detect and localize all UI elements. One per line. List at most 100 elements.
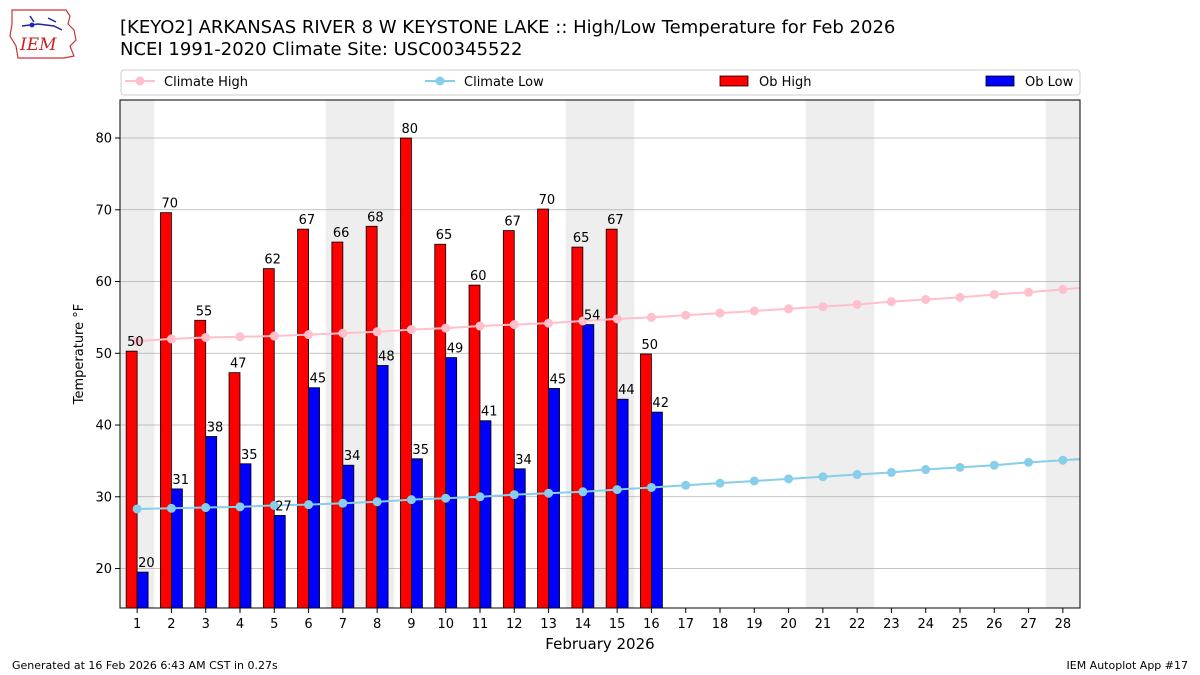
x-tick-label: 8: [373, 617, 381, 632]
climate-low-point: [612, 485, 622, 495]
x-tick-label: 2: [167, 617, 175, 632]
y-tick-label: 80: [95, 132, 112, 147]
climate-low-point: [372, 497, 382, 507]
climate-low-point: [509, 490, 519, 500]
ob-low-bar-label: 45: [310, 372, 327, 387]
climate-high-point: [818, 302, 828, 312]
footer-generated: Generated at 16 Feb 2026 6:43 AM CST in …: [12, 659, 278, 672]
y-tick-label: 70: [95, 203, 112, 218]
ob-low-bar: [582, 324, 595, 609]
climate-high-point: [475, 321, 485, 331]
iem-logo: IEM: [9, 9, 77, 59]
weekend-band: [1045, 100, 1080, 608]
x-tick-label: 12: [506, 617, 523, 632]
ob-low-bar-label: 27: [275, 499, 292, 514]
climate-low-point: [578, 487, 588, 497]
ob-low-bar: [651, 411, 663, 609]
weekend-band: [805, 100, 840, 608]
climate-low-point: [132, 504, 142, 514]
ob-high-bar: [468, 284, 481, 609]
ob-low-bar: [273, 515, 286, 609]
climate-high-point: [612, 314, 622, 324]
ob-low-bar-label: 48: [378, 349, 395, 364]
chart-title-line2: NCEI 1991-2020 Climate Site: USC00345522: [120, 39, 523, 60]
x-tick-label: 5: [270, 617, 278, 632]
legend-swatch-ob-low: [985, 75, 1015, 87]
chart-title: [KEYO2] ARKANSAS RIVER 8 W KEYSTONE LAKE…: [120, 17, 895, 61]
ob-low-bar-label: 34: [344, 449, 361, 464]
ob-high-bar-label: 67: [504, 215, 521, 230]
climate-high-point: [166, 334, 176, 344]
x-tick-label: 4: [236, 617, 244, 632]
ob-low-bar-label: 49: [447, 342, 464, 357]
ob-high-bar: [228, 372, 241, 609]
legend-label-ob-low: Ob Low: [1025, 75, 1074, 90]
x-tick-label: 23: [883, 617, 900, 632]
ob-low-bar: [479, 420, 492, 609]
x-tick-label: 18: [712, 617, 729, 632]
climate-high-point: [235, 332, 245, 342]
ob-low-bar-label: 45: [550, 372, 567, 387]
climate-low-point: [852, 470, 862, 480]
x-tick-label: 15: [609, 617, 626, 632]
y-tick-label: 60: [95, 275, 112, 290]
ob-high-bar-label: 60: [470, 269, 487, 284]
ob-high-bar-label: 62: [264, 253, 281, 268]
ob-high-bar: [194, 319, 207, 609]
ob-high-bar: [262, 268, 275, 609]
climate-high-point: [646, 312, 656, 322]
ob-low-bar: [411, 458, 423, 609]
ob-high-bar: [502, 230, 515, 609]
climate-lines: [132, 284, 1081, 514]
climate-low-point: [681, 480, 691, 490]
weekend-band: [840, 100, 875, 608]
y-tick-label: 50: [95, 347, 112, 362]
climate-high-point: [132, 336, 142, 346]
ob-high-bar-label: 66: [333, 226, 350, 241]
ob-high-bar: [537, 208, 549, 609]
climate-low-point: [269, 500, 279, 510]
x-tick-label: 28: [1055, 617, 1072, 632]
ob-high-bar-label: 80: [401, 122, 418, 137]
legend-label-climate-high: Climate High: [164, 75, 248, 90]
ob-low-bar: [205, 436, 218, 609]
climate-high-point: [715, 308, 725, 318]
climate-low-point: [475, 492, 485, 502]
x-axis-label: February 2026: [545, 635, 654, 653]
ob-low-bar: [239, 463, 252, 609]
x-tick-label: 14: [575, 617, 592, 632]
climate-low-point: [715, 478, 725, 488]
legend-swatch-ob-high: [719, 75, 749, 87]
ob-high-bar-label: 70: [539, 193, 556, 208]
climate-low-point: [1058, 455, 1068, 465]
x-tick-label: 11: [472, 617, 489, 632]
climate-high-point: [201, 332, 211, 342]
climate-high-point: [372, 327, 382, 337]
ob-high-bar: [331, 241, 344, 609]
ob-high-bar: [365, 225, 378, 609]
x-tick-label: 21: [815, 617, 832, 632]
ob-high-bar: [434, 243, 447, 609]
ob-low-bar: [548, 388, 560, 609]
ob-high-bar: [160, 212, 172, 609]
x-tick-label: 26: [986, 617, 1003, 632]
climate-low-point: [441, 493, 451, 503]
climate-low-point: [201, 503, 211, 513]
legend-label-climate-low: Climate Low: [464, 75, 544, 90]
ob-high-bar-label: 65: [436, 228, 453, 243]
ob-high-bar-label: 68: [367, 210, 384, 225]
x-tick-label: 16: [643, 617, 660, 632]
legend-marker-climate-high: [135, 76, 145, 86]
climate-low-point: [235, 502, 245, 512]
climate-high-point: [441, 323, 451, 333]
climate-high-point: [852, 299, 862, 309]
legend-marker-climate-low: [435, 76, 445, 86]
climate-high-point: [269, 331, 279, 341]
ob-high-bar-label: 65: [573, 231, 590, 246]
ob-low-bar-label: 20: [138, 556, 155, 571]
ob-high-bar: [400, 137, 412, 609]
x-tick-label: 3: [202, 617, 210, 632]
ob-high-bar-label: 67: [607, 213, 624, 228]
climate-low-point: [1024, 457, 1034, 467]
